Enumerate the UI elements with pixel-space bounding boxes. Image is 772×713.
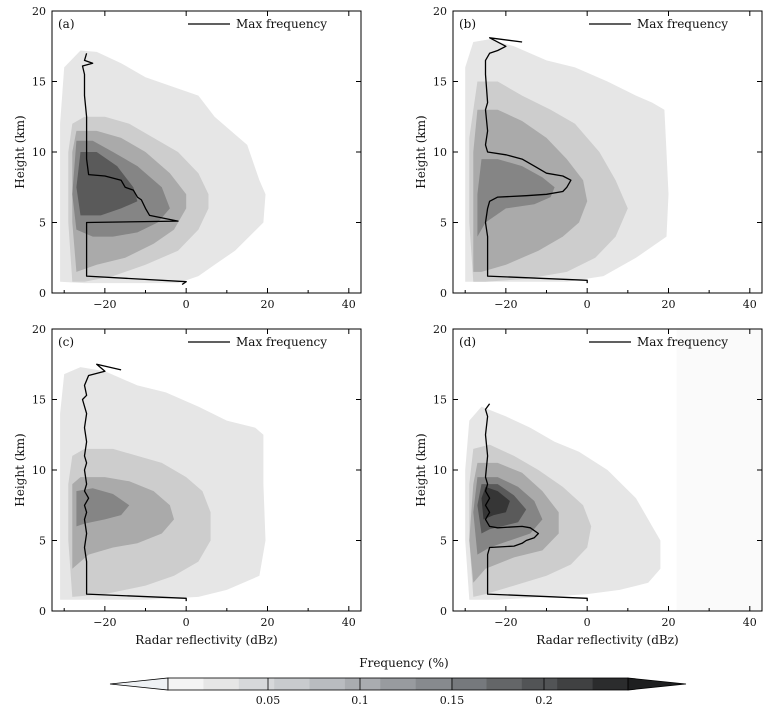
colorbar-swatch: [344, 678, 381, 690]
y-axis-title: Height (km): [13, 433, 27, 506]
colorbar-swatch: [203, 678, 240, 690]
y-tick-label: 10: [32, 464, 46, 477]
x-tick-label: 20: [661, 616, 675, 629]
colorbar-tick-label: 0.1: [351, 694, 369, 707]
colorbar-swatch: [521, 678, 558, 690]
x-tick-label: 0: [584, 616, 591, 629]
colorbar-tick-label: 0.2: [535, 694, 553, 707]
x-tick-label: 40: [342, 298, 356, 311]
colorbar-title: Frequency (%): [359, 656, 448, 670]
x-tick-label: −20: [494, 616, 517, 629]
panel-label: (b): [459, 17, 476, 31]
background-shade: [676, 329, 762, 611]
y-tick-label: 0: [39, 605, 46, 618]
y-tick-label: 20: [32, 5, 46, 18]
y-axis-title: Height (km): [414, 433, 428, 506]
panel-c: −20 0 20 40 0 5 10 15 20 Height (km) Radar reflect…: [13, 323, 362, 647]
x-tick-label: −20: [93, 298, 116, 311]
x-axis-title: Radar reflectivity (dBz): [536, 633, 678, 647]
colorbar-swatch: [274, 678, 310, 690]
colorbar-tick-label: 0.15: [440, 694, 465, 707]
y-tick-label: 15: [32, 394, 46, 407]
y-tick-label: 10: [32, 146, 46, 159]
y-tick-label: 15: [32, 76, 46, 89]
y-tick-label: 15: [433, 394, 447, 407]
max-frequency-line: [81, 363, 187, 602]
colorbar-swatch: [238, 678, 275, 690]
panel-label: (c): [58, 335, 74, 349]
panel-label: (a): [58, 17, 75, 31]
max-frequency-line: [484, 403, 588, 602]
y-tick-label: 20: [32, 323, 46, 336]
x-tick-label: 20: [260, 298, 274, 311]
x-tick-label: −20: [494, 298, 517, 311]
y-tick-label: 20: [433, 323, 447, 336]
colorbar-swatch: [486, 678, 523, 690]
legend-label: Max frequency: [236, 17, 327, 31]
colorbar-tick-label: 0.05: [256, 694, 281, 707]
y-axis-title: Height (km): [13, 115, 27, 188]
x-tick-label: 20: [260, 616, 274, 629]
y-tick-label: 10: [433, 146, 447, 159]
colorbar-frame: [167, 677, 629, 691]
legend-label: Max frequency: [236, 335, 327, 349]
colorbar-swatch: [415, 678, 452, 690]
y-tick-label: 10: [433, 464, 447, 477]
frequency-region-4: [76, 488, 130, 527]
y-axis-title: Height (km): [414, 115, 428, 188]
y-tick-label: 5: [39, 535, 46, 548]
panel-a: −20 0 20 40 0 5 10 15 20 Height (km) (a) Max freque…: [13, 5, 362, 311]
y-tick-label: 0: [440, 287, 447, 300]
panel-label: (d): [459, 335, 476, 349]
y-tick-label: 20: [433, 5, 447, 18]
colorbar-swatch: [309, 678, 346, 690]
x-tick-label: 40: [342, 616, 356, 629]
colorbar-swatch: [557, 678, 593, 690]
x-tick-label: 0: [584, 298, 591, 311]
colorbar-extend-left: [109, 677, 169, 691]
frequency-region-5: [76, 152, 138, 216]
y-tick-label: 0: [440, 605, 447, 618]
max-frequency-line: [81, 53, 187, 286]
x-tick-label: −20: [93, 616, 116, 629]
x-tick-label: 40: [743, 298, 757, 311]
x-tick-label: 20: [661, 298, 675, 311]
y-tick-label: 0: [39, 287, 46, 300]
y-tick-label: 5: [440, 535, 447, 548]
x-axis-title: Radar reflectivity (dBz): [135, 633, 277, 647]
y-tick-label: 5: [440, 217, 447, 230]
frequency-region-4: [477, 159, 555, 237]
y-tick-label: 15: [433, 76, 447, 89]
y-tick-label: 5: [39, 217, 46, 230]
legend-label: Max frequency: [637, 335, 728, 349]
colorbar-extend-right: [627, 677, 687, 691]
legend-label: Max frequency: [637, 17, 728, 31]
x-tick-label: 0: [183, 616, 190, 629]
x-tick-label: 0: [183, 298, 190, 311]
colorbar-swatch: [451, 678, 487, 690]
panel-d: −20 0 20 40 0 5 10 15 20 Height (km) Radar reflect…: [414, 323, 763, 647]
colorbar-swatch: [380, 678, 417, 690]
panel-b: −20 0 20 40 0 5 10 15 20 Height (km) (b) Max freque…: [414, 5, 763, 311]
colorbar-swatch: [592, 678, 629, 690]
colorbar: Frequency (%) 0.05 0.1 0.15 0.2: [109, 656, 687, 707]
x-tick-label: 40: [743, 616, 757, 629]
max-frequency-line: [484, 37, 588, 284]
colorbar-swatch: [168, 678, 204, 690]
